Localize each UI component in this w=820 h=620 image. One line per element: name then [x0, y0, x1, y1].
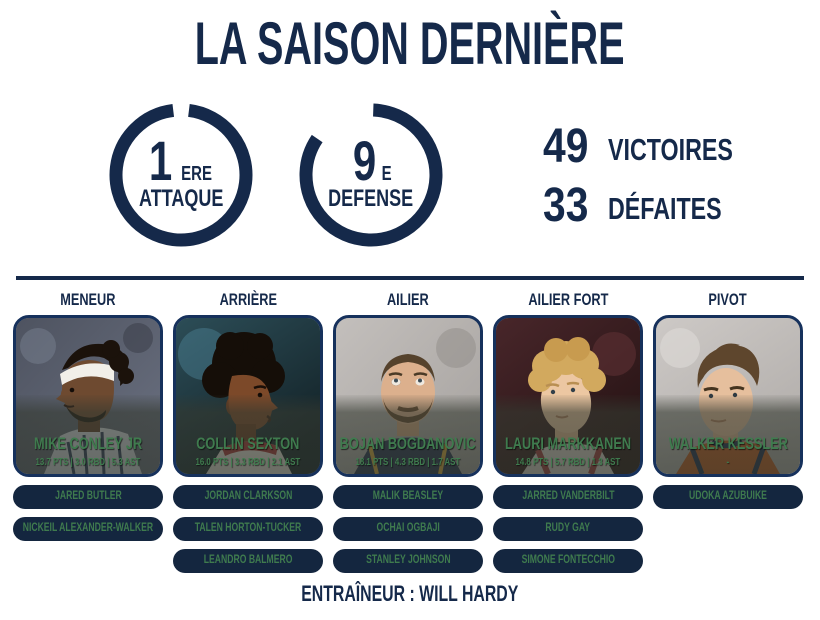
bench-player-pill: JARED BUTLER — [13, 485, 163, 509]
attack-rank-suffix: ERE — [181, 163, 212, 186]
bench-player-name: OCHAI OGBAJI — [376, 522, 440, 535]
player-card-overlay: COLLIN SEXTON 16.0 PTS | 3.3 RBD | 2.1 A… — [176, 395, 320, 474]
attack-ranking-ring: 1 ERE ATTAQUE — [106, 100, 256, 250]
bench-player-pill: OCHAI OGBAJI — [333, 517, 483, 541]
losses-count: 33 — [543, 178, 589, 232]
player-card: MIKE CONLEY JR 13.7 PTS | 3.0 RBD | 5.3 … — [13, 315, 163, 477]
position-label: AILIER — [387, 290, 429, 309]
position-label: ARRIÈRE — [219, 290, 277, 309]
player-card: WALKER KESSLER - — [653, 315, 803, 477]
position-column-pivot: PIVOT — [653, 290, 803, 573]
bench-player-name: MALIK BEASLEY — [372, 490, 444, 503]
player-card: LAURI MARKKANEN 14.8 PTS | 5.7 RBD | 1.3… — [493, 315, 643, 477]
player-card-overlay: MIKE CONLEY JR 13.7 PTS | 3.0 RBD | 5.3 … — [16, 395, 160, 474]
page-title-text: LA SAISON DERNIÈRE — [195, 10, 625, 77]
bench-player-name: NICKEIL ALEXANDER-WALKER — [22, 522, 154, 535]
bench-player-name: STANLEY JOHNSON — [365, 554, 451, 567]
bench-player-pill: JORDAN CLARKSON — [173, 485, 323, 509]
player-name: WALKER KESSLER — [668, 433, 788, 453]
defense-rank-number: 9 — [352, 128, 377, 192]
losses-label: DÉFAITES — [608, 191, 723, 226]
coach-text: ENTRAÎNEUR : WILL HARDY — [301, 581, 519, 606]
wins-count: 49 — [543, 119, 589, 173]
bench-player-name: LEANDRO BALMERO — [203, 554, 293, 567]
position-label: PIVOT — [708, 290, 748, 309]
bench-player-pill: RUDY GAY — [493, 517, 643, 541]
position-column-meneur: MENEUR — [13, 290, 163, 573]
player-stats: 18.1 PTS | 4.3 RBD | 1.7 AST — [355, 455, 461, 468]
bench-player-name: JARED BUTLER — [54, 490, 122, 503]
coach-line: ENTRAÎNEUR : WILL HARDY — [0, 581, 820, 607]
player-card-overlay: BOJAN BOGDANOVIC 18.1 PTS | 4.3 RBD | 1.… — [336, 395, 480, 474]
page-title: LA SAISON DERNIÈRE — [0, 14, 820, 74]
position-column-ailier: AILIER — [333, 290, 483, 573]
bench-player-pill: STANLEY JOHNSON — [333, 549, 483, 573]
bench-player-name: RUDY GAY — [545, 522, 591, 535]
player-name: LAURI MARKKANEN — [504, 433, 632, 453]
bench-player-name: TALEN HORTON-TUCKER — [194, 522, 302, 535]
attack-rank-number: 1 — [148, 128, 173, 192]
bench-player-pill: LEANDRO BALMERO — [173, 549, 323, 573]
depth-chart: MENEUR — [13, 290, 807, 573]
player-card-overlay: WALKER KESSLER - — [656, 395, 800, 474]
position-column-arriere: ARRIÈRE — [173, 290, 323, 573]
bench-player-name: UDOKA AZUBUIKE — [689, 490, 767, 503]
bench-player-name: JORDAN CLARKSON — [204, 490, 292, 503]
position-label: MENEUR — [60, 290, 116, 309]
attack-ring-content: 1 ERE ATTAQUE — [106, 100, 256, 250]
defense-rank-suffix: E — [381, 163, 392, 186]
player-stats: 16.0 PTS | 3.3 RBD | 2.1 AST — [195, 455, 301, 468]
player-card-overlay: LAURI MARKKANEN 14.8 PTS | 5.7 RBD | 1.3… — [496, 395, 640, 474]
bench-player-pill: TALEN HORTON-TUCKER — [173, 517, 323, 541]
position-column-ailier-fort: AILIER FORT — [493, 290, 643, 573]
player-name: BOJAN BOGDANOVIC — [339, 433, 477, 453]
section-divider — [16, 276, 804, 280]
player-name: COLLIN SEXTON — [196, 433, 300, 453]
player-name: MIKE CONLEY JR — [33, 433, 143, 453]
season-record: 49 VICTOIRES 33 DÉFAITES — [543, 118, 775, 232]
bench-player-pill: NICKEIL ALEXANDER-WALKER — [13, 517, 163, 541]
position-label: AILIER FORT — [527, 290, 609, 309]
player-card: BOJAN BOGDANOVIC 18.1 PTS | 4.3 RBD | 1.… — [333, 315, 483, 477]
player-stats: 14.8 PTS | 5.7 RBD | 1.3 AST — [515, 455, 621, 468]
bench-player-pill: UDOKA AZUBUIKE — [653, 485, 803, 509]
bench-player-pill: JARRED VANDERBILT — [493, 485, 643, 509]
player-stats: - — [726, 455, 730, 468]
bench-player-name: JARRED VANDERBILT — [521, 490, 615, 503]
wins-label: VICTOIRES — [608, 132, 734, 167]
losses-row: 33 DÉFAITES — [543, 177, 775, 232]
defense-rank-label: DEFENSE — [328, 185, 414, 213]
defense-ring-arc — [299, 103, 443, 247]
attack-rank-label: ATTAQUE — [138, 185, 224, 213]
bench-player-name: SIMONE FONTECCHIO — [521, 554, 615, 567]
attack-ring-arc — [109, 103, 253, 247]
bench-player-pill: SIMONE FONTECCHIO — [493, 549, 643, 573]
wins-row: 49 VICTOIRES — [543, 118, 775, 173]
player-stats: 13.7 PTS | 3.0 RBD | 5.3 AST — [35, 455, 141, 468]
player-card: COLLIN SEXTON 16.0 PTS | 3.3 RBD | 2.1 A… — [173, 315, 323, 477]
bench-player-pill: MALIK BEASLEY — [333, 485, 483, 509]
